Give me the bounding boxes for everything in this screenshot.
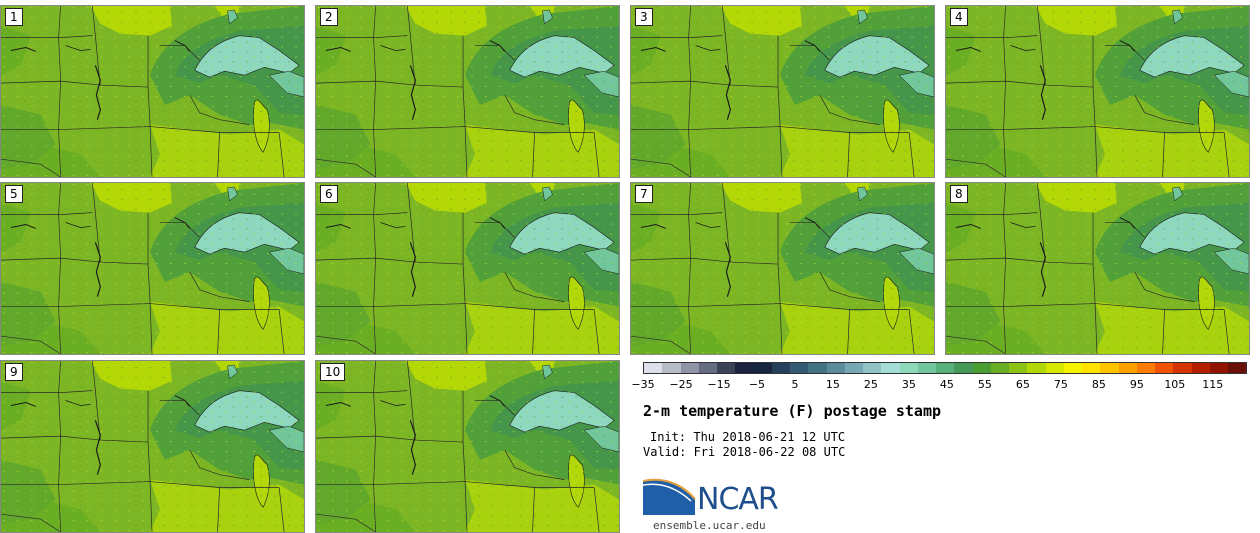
colorbar-swatch xyxy=(1063,363,1082,373)
temperature-map xyxy=(946,183,1249,354)
map-panel-9: 9 xyxy=(0,360,305,533)
colorbar-tick-label: 95 xyxy=(1129,378,1144,391)
temperature-map xyxy=(946,6,1249,177)
colorbar-tick-label: 55 xyxy=(977,378,992,391)
colorbar-swatch xyxy=(844,363,863,373)
colorbar-swatch xyxy=(1100,363,1119,373)
valid-time: Valid: Fri 2018-06-22 08 UTC xyxy=(643,445,846,459)
colorbar-swatch xyxy=(1118,363,1137,373)
colorbar-swatch xyxy=(990,363,1009,373)
map-panel-7: 7 xyxy=(630,182,935,355)
colorbar-swatch xyxy=(826,363,845,373)
colorbar-tick-label: 5 xyxy=(791,378,799,391)
colorbar-tick-label: 75 xyxy=(1053,378,1068,391)
map-panel-8: 8 xyxy=(945,182,1250,355)
colorbar-swatch xyxy=(1155,363,1174,373)
panel-label: 6 xyxy=(320,185,338,203)
map-panel-4: 4 xyxy=(945,5,1250,178)
map-panel-6: 6 xyxy=(315,182,620,355)
map-panel-3: 3 xyxy=(630,5,935,178)
map-panel-10: 10 xyxy=(315,360,620,533)
panel-label: 9 xyxy=(5,363,23,381)
colorbar-tick-label: 15 xyxy=(825,378,840,391)
ncar-logo-icon xyxy=(643,478,696,515)
plot-title: 2-m temperature (F) postage stamp xyxy=(643,402,942,420)
temperature-map xyxy=(631,183,934,354)
colorbar-tick-label: −25 xyxy=(669,378,693,391)
colorbar-swatch xyxy=(698,363,717,373)
colorbar-tick-label: 25 xyxy=(863,378,878,391)
panel-label: 2 xyxy=(320,8,338,26)
colorbar-tick-label: 85 xyxy=(1091,378,1106,391)
colorbar-swatch xyxy=(717,363,736,373)
temperature-map xyxy=(1,361,304,532)
colorbar-tick-label: −35 xyxy=(631,378,655,391)
panel-label: 1 xyxy=(5,8,23,26)
temperature-map xyxy=(316,183,619,354)
temperature-map xyxy=(631,6,934,177)
colorbar-swatch xyxy=(899,363,918,373)
colorbar-swatch xyxy=(1173,363,1192,373)
colorbar-tick-label: 105 xyxy=(1164,378,1186,391)
panel-label: 3 xyxy=(635,8,653,26)
panel-label: 4 xyxy=(950,8,968,26)
map-panel-1: 1 xyxy=(0,5,305,178)
temperature-map xyxy=(1,183,304,354)
colorbar-tick-label: 115 xyxy=(1202,378,1224,391)
panel-label: 8 xyxy=(950,185,968,203)
colorbar-tick-label: −5 xyxy=(748,378,766,391)
colorbar-swatch xyxy=(1136,363,1155,373)
colorbar xyxy=(643,362,1247,374)
colorbar-swatch xyxy=(936,363,955,373)
colorbar-swatch xyxy=(771,363,790,373)
colorbar-swatch xyxy=(1191,363,1210,373)
colorbar-swatch xyxy=(1009,363,1028,373)
colorbar-swatch xyxy=(808,363,827,373)
colorbar-swatch xyxy=(954,363,973,373)
temperature-map xyxy=(1,6,304,177)
colorbar-swatch xyxy=(863,363,882,373)
site-url: ensemble.ucar.edu xyxy=(653,519,766,532)
colorbar-tick-label: 65 xyxy=(1015,378,1030,391)
colorbar-swatch xyxy=(1082,363,1101,373)
colorbar-tick-label: −15 xyxy=(707,378,731,391)
logo-text: NCAR xyxy=(697,482,779,517)
colorbar-swatch xyxy=(735,363,754,373)
init-time: Init: Thu 2018-06-21 12 UTC xyxy=(650,430,846,444)
colorbar-swatch xyxy=(680,363,699,373)
colorbar-ticks: −35 −25 −15 −5 5 15 25 35 45 55 65 75 85 95 105 115 xyxy=(631,378,1247,394)
temperature-map xyxy=(316,361,619,532)
panel-label: 5 xyxy=(5,185,23,203)
colorbar-swatch xyxy=(1228,363,1247,373)
colorbar-swatch xyxy=(1045,363,1064,373)
colorbar-swatch xyxy=(972,363,991,373)
map-panel-2: 2 xyxy=(315,5,620,178)
panel-label: 7 xyxy=(635,185,653,203)
temperature-map xyxy=(316,6,619,177)
colorbar-swatch xyxy=(644,363,663,373)
colorbar-swatch xyxy=(753,363,772,373)
colorbar-tick-label: 35 xyxy=(901,378,916,391)
colorbar-swatch xyxy=(790,363,809,373)
colorbar-tick-label: 45 xyxy=(939,378,954,391)
panel-label: 10 xyxy=(320,363,346,381)
colorbar-swatch xyxy=(1209,363,1228,373)
map-panel-5: 5 xyxy=(0,182,305,355)
colorbar-swatch xyxy=(917,363,936,373)
colorbar-swatch xyxy=(881,363,900,373)
colorbar-swatch xyxy=(1027,363,1046,373)
colorbar-swatch xyxy=(662,363,681,373)
